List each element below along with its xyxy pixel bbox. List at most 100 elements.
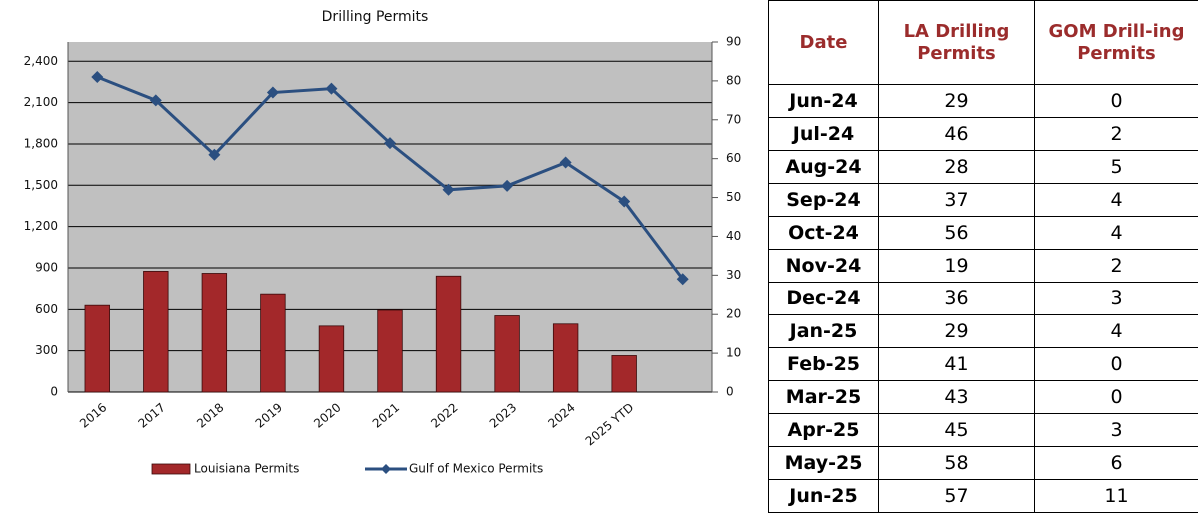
- table-row: Apr-25 45 3: [768, 413, 1198, 448]
- table: Date LA Drilling Permits GOM Drill-ing Per…: [768, 0, 1198, 513]
- bar: [318, 325, 345, 393]
- bar: [552, 323, 579, 393]
- bar: [84, 304, 110, 393]
- column-header: Date: [768, 0, 879, 85]
- line-marker: [91, 71, 104, 83]
- table-cell: 28: [878, 149, 1035, 184]
- table-cell: 58: [878, 446, 1035, 481]
- table-cell: 56: [878, 215, 1035, 250]
- x-tick-label: 2019: [253, 400, 285, 430]
- y2-tick-label: 30: [726, 268, 741, 282]
- table-cell: 6: [1034, 446, 1198, 481]
- legend-label: Gulf of Mexico Permits: [409, 462, 543, 476]
- x-tick-label: 2025 YTD: [583, 400, 637, 448]
- x-tick-label: 2017: [136, 400, 168, 430]
- line-marker: [384, 137, 396, 150]
- header-row: Date LA Drilling Permits GOM Drill-ing Per…: [768, 0, 1198, 85]
- table-cell: Mar-25: [768, 380, 879, 415]
- table-cell: Jan-25: [768, 314, 879, 349]
- y2-tick-label: 50: [726, 190, 741, 204]
- x-tick-label: 2021: [370, 400, 402, 430]
- table-row: Mar-25 43 0: [768, 380, 1198, 415]
- table-cell: 29: [878, 84, 1035, 118]
- bar: [611, 355, 637, 393]
- table-cell: 2: [1034, 248, 1198, 283]
- table-cell: 37: [878, 182, 1035, 217]
- line-marker: [442, 183, 455, 196]
- table-row: Sep-24 37 4: [768, 182, 1198, 217]
- x-tick-label: 2020: [311, 400, 343, 430]
- bar: [435, 275, 462, 393]
- y2-tick-label: 80: [726, 73, 741, 87]
- line-marker: [208, 148, 221, 161]
- bar: [143, 271, 169, 393]
- line-marker: [676, 273, 689, 286]
- table-cell: 0: [1034, 380, 1198, 415]
- x-tick-label: 2018: [194, 400, 226, 430]
- y-tick-label: 2,400: [24, 54, 58, 68]
- line-marker: [149, 94, 162, 107]
- table-cell: Jun-24: [768, 84, 879, 118]
- table-cell: 4: [1034, 182, 1198, 217]
- y-tick-label: 600: [35, 302, 58, 316]
- table-row: Jul-24 46 2: [768, 116, 1198, 151]
- table-cell: 5: [1034, 149, 1198, 184]
- bar: [260, 293, 286, 393]
- table-cell: Feb-25: [768, 347, 879, 382]
- line-marker: [325, 82, 338, 95]
- bar: [201, 273, 228, 393]
- column-header: LA Drilling Permits: [878, 0, 1035, 85]
- legend-swatch: [151, 463, 191, 475]
- line-marker: [618, 195, 631, 208]
- y-tick-label: 1,800: [24, 136, 58, 150]
- y-tick-label: 2,100: [24, 95, 58, 109]
- table-cell: Apr-25: [768, 413, 879, 448]
- table-row: Oct-24 56 4: [768, 215, 1198, 250]
- table-cell: Aug-24: [768, 149, 879, 184]
- line-marker: [559, 156, 572, 169]
- chart: Drilling Permits 03006009001,2001,5001,8…: [24, 9, 742, 476]
- legend-label: Louisiana Permits: [194, 462, 299, 476]
- table-row: Jun-24 29 0: [768, 84, 1198, 118]
- table-cell: 57: [878, 479, 1035, 513]
- table-cell: 0: [1034, 84, 1198, 118]
- table-cell: 3: [1034, 413, 1198, 448]
- table-row: May-25 58 6: [768, 446, 1198, 481]
- bar: [377, 309, 403, 393]
- y2-tick-label: 60: [726, 151, 741, 165]
- line-marker: [266, 86, 279, 99]
- y-tick-label: 900: [35, 260, 58, 274]
- legend-marker: [381, 464, 391, 474]
- table-cell: 3: [1034, 281, 1198, 316]
- table-cell: Dec-24: [768, 281, 879, 316]
- y-tick-label: 1,200: [24, 219, 58, 233]
- x-tick-label: 2022: [428, 400, 460, 430]
- table-cell: Jul-24: [768, 116, 879, 151]
- table-cell: 43: [878, 380, 1035, 415]
- table-cell: 0: [1034, 347, 1198, 382]
- y-tick-label: 300: [35, 343, 58, 357]
- table-cell: 19: [878, 248, 1035, 283]
- y2-tick-label: 70: [726, 112, 741, 126]
- y2-tick-label: 40: [726, 229, 741, 243]
- table-body: Jun-24 29 0 Jul-24 46 2 Aug-24 28 5 Sep-24 37 4 Oct-…: [768, 84, 1198, 513]
- table-row: Jan-25 29 4: [768, 314, 1198, 349]
- table-cell: Nov-24: [768, 248, 879, 283]
- x-tick-label: 2023: [487, 400, 519, 430]
- table-cell: 29: [878, 314, 1035, 349]
- table-cell: 46: [878, 116, 1035, 151]
- table-cell: 41: [878, 347, 1035, 382]
- x-tick-label: 2016: [77, 400, 109, 430]
- table-cell: Jun-25: [768, 479, 879, 513]
- line-marker: [501, 179, 514, 192]
- table-cell: 11: [1034, 479, 1198, 513]
- table-cell: 45: [878, 413, 1035, 448]
- table-cell: 36: [878, 281, 1035, 316]
- table-row: Nov-24 19 2: [768, 248, 1198, 283]
- table-row: Dec-24 36 3: [768, 281, 1198, 316]
- table-cell: Oct-24: [768, 215, 879, 250]
- table-row: Jun-25 57 11: [768, 479, 1198, 513]
- y2-tick-label: 0: [726, 385, 734, 399]
- table-cell: 4: [1034, 215, 1198, 250]
